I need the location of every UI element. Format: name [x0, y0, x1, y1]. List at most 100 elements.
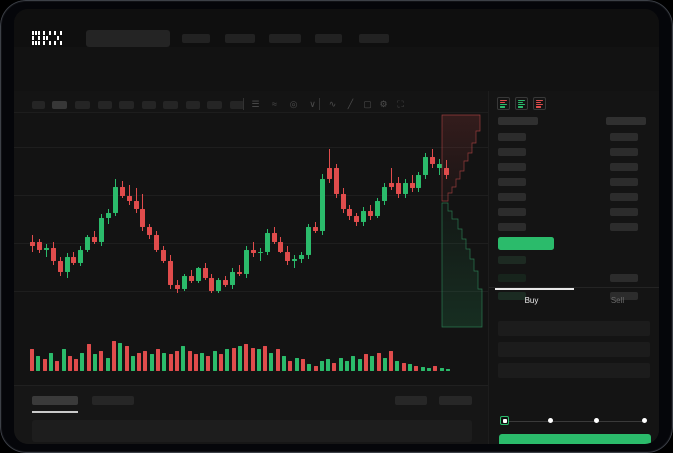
candle-body: [230, 272, 236, 286]
order-book-ask-row[interactable]: [498, 163, 526, 171]
line-chart-icon[interactable]: ∿: [328, 99, 337, 109]
order-book-ask-row[interactable]: [498, 193, 526, 201]
volume-bar: [376, 352, 381, 371]
drawing-tool-icon[interactable]: ╱: [347, 99, 354, 109]
order-form: [489, 315, 659, 444]
timeframe-button-10[interactable]: [230, 101, 244, 109]
buy-sell-tabs: Buy Sell: [489, 287, 659, 315]
order-book-ask-row[interactable]: [498, 133, 526, 141]
candle-body: [43, 247, 49, 250]
timeframe-button-6[interactable]: [142, 101, 156, 109]
volume-bar: [250, 347, 255, 371]
orderbook-view-bids[interactable]: [515, 97, 528, 110]
timeframe-button-4[interactable]: [98, 101, 112, 109]
settings-gear-icon[interactable]: ⚙: [379, 99, 388, 109]
order-book-bid-row[interactable]: [498, 274, 526, 282]
orderbook-view-asks[interactable]: [533, 97, 546, 110]
amount-slider[interactable]: [500, 416, 648, 426]
timeframe-button-9[interactable]: [207, 101, 222, 109]
slider-node-2[interactable]: [548, 418, 554, 423]
order-book-sidebar: Buy Sell: [488, 91, 659, 444]
candle-body: [223, 279, 229, 286]
order-book-bid-row[interactable]: [498, 292, 526, 300]
volume-bar: [395, 361, 400, 371]
tab-sell[interactable]: Sell: [610, 296, 625, 305]
order-book-ask-row[interactable]: [498, 223, 526, 231]
slider-node-3[interactable]: [594, 418, 600, 423]
candle-body: [209, 277, 215, 291]
candle-body: [437, 164, 443, 168]
orderbook-view-both[interactable]: [497, 97, 510, 110]
view-icon-bar: [535, 104, 543, 106]
order-price-field[interactable]: [498, 321, 650, 336]
timeframe-button-3[interactable]: [75, 101, 90, 109]
nav-item-1[interactable]: [182, 34, 210, 43]
volume-bar: [174, 351, 179, 371]
order-total-field[interactable]: [498, 363, 650, 378]
candle-body: [71, 257, 77, 263]
indicators-icon[interactable]: ≈: [272, 99, 277, 109]
order-book-rows[interactable]: [489, 115, 659, 303]
order-book-ask-size[interactable]: [610, 223, 638, 231]
okx-logo[interactable]: [32, 31, 78, 47]
candle-body: [347, 208, 353, 217]
snapshot-icon[interactable]: ▢: [363, 99, 372, 109]
volume-bar: [313, 366, 318, 371]
compare-icon[interactable]: ◎: [289, 99, 298, 109]
order-book-ask-size[interactable]: [610, 133, 638, 141]
bottom-action-1[interactable]: [395, 396, 427, 405]
mid-price-row[interactable]: [498, 237, 554, 250]
nav-item-5[interactable]: [359, 34, 389, 43]
volume-bar: [445, 368, 450, 371]
slider-handle[interactable]: [500, 416, 509, 425]
order-book-ask-row[interactable]: [498, 178, 526, 186]
nav-item-2[interactable]: [225, 34, 255, 43]
view-icon-bar: [499, 104, 507, 106]
timeframe-button-1[interactable]: [32, 101, 45, 109]
candlestick-chart[interactable]: [14, 113, 488, 329]
nav-item-4[interactable]: [315, 34, 342, 43]
order-book-bid-row[interactable]: [498, 256, 526, 264]
volume-bar: [36, 356, 41, 371]
order-book-ask-size[interactable]: [610, 193, 638, 201]
timeframe-button-5[interactable]: [119, 101, 134, 109]
order-book-bid-size[interactable]: [610, 292, 638, 300]
order-book-ask-row[interactable]: [498, 208, 526, 216]
order-amount-field[interactable]: [498, 342, 650, 357]
order-book-depth-overlay: [438, 113, 488, 329]
bottom-tab-open-orders[interactable]: [32, 396, 78, 405]
fullscreen-icon[interactable]: ⛶: [397, 99, 404, 109]
volume-bar: [130, 356, 135, 371]
search-input[interactable]: [86, 30, 170, 47]
submit-order-button[interactable]: [499, 434, 651, 444]
order-book-ask-size[interactable]: [610, 208, 638, 216]
candle-body: [181, 275, 187, 289]
nav-item-3[interactable]: [269, 34, 301, 43]
bottom-action-2[interactable]: [439, 396, 472, 405]
order-book-ask-size[interactable]: [610, 178, 638, 186]
tab-buy[interactable]: Buy: [524, 296, 539, 305]
order-book-bid-size[interactable]: [610, 274, 638, 282]
volume-bar: [111, 341, 116, 371]
view-icon-bar: [499, 99, 507, 101]
order-book-ask-size[interactable]: [610, 148, 638, 156]
candle-body: [168, 260, 173, 286]
candle-body: [126, 195, 132, 202]
timeframe-button-2[interactable]: [52, 101, 67, 109]
slider-node-4[interactable]: [642, 418, 647, 423]
candle-wick: [45, 244, 47, 258]
volume-bar: [206, 356, 211, 371]
candle-body: [264, 233, 270, 252]
volume-bar: [231, 347, 236, 371]
timeframe-button-7[interactable]: [163, 101, 178, 109]
bottom-tab-order-history[interactable]: [92, 396, 134, 405]
timeframe-button-8[interactable]: [186, 101, 200, 109]
volume-bar: [74, 359, 79, 371]
chevron-down-icon[interactable]: ∨: [309, 99, 316, 109]
candle-body: [354, 216, 360, 222]
candlestick-type-icon[interactable]: ☰: [251, 99, 260, 109]
volume-bar: [30, 349, 34, 371]
volume-bar: [351, 356, 356, 371]
order-book-ask-size[interactable]: [610, 163, 638, 171]
order-book-ask-row[interactable]: [498, 148, 526, 156]
